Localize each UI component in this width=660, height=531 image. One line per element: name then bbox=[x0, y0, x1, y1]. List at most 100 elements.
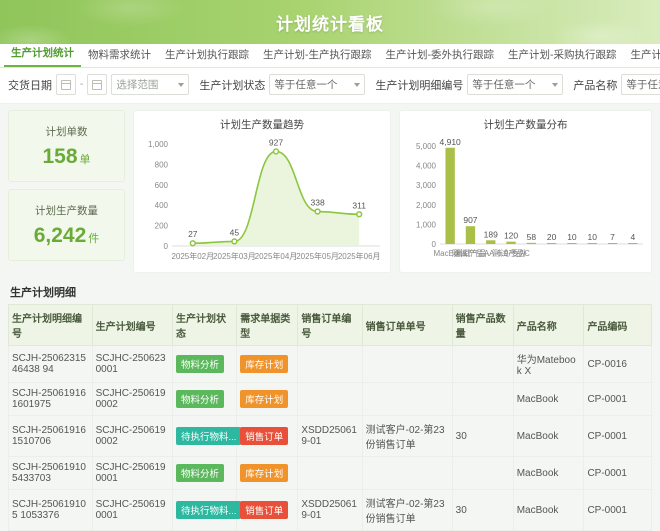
detail-table: 生产计划明细编号生产计划编号生产计划状态需求单据类型销售订单编号销售订单单号销售… bbox=[8, 304, 652, 531]
kpi-number: 6,242 bbox=[34, 224, 87, 247]
header-decoration-left bbox=[0, 0, 250, 44]
table-col-header-5: 销售订单单号 bbox=[362, 305, 452, 346]
cell-plan-no: SCJHC-2506190001 bbox=[92, 490, 172, 531]
cell-product-code: CP-0016 bbox=[584, 346, 652, 383]
tab-0[interactable]: 生产计划统计 bbox=[4, 44, 81, 67]
date-range-dash: - bbox=[80, 79, 83, 90]
cell-detail-no: SCJH-250619161510706 bbox=[9, 416, 93, 457]
cell-qty bbox=[452, 346, 513, 383]
status-select[interactable]: 等于任意一个 bbox=[269, 74, 365, 95]
bar-chart-title: 计划生产数量分布 bbox=[404, 117, 647, 132]
tab-bar[interactable]: 生产计划统计物料需求统计生产计划执行跟踪生产计划-生产执行跟踪生产计划-委外执行… bbox=[0, 44, 660, 68]
tab-1[interactable]: 物料需求统计 bbox=[81, 45, 158, 67]
status-badge: 物料分析 bbox=[176, 390, 224, 408]
cell-product-code: CP-0001 bbox=[584, 457, 652, 490]
doc-type-badge: 销售订单 bbox=[240, 501, 288, 519]
svg-text:800: 800 bbox=[155, 160, 169, 169]
cell-product-name: 华为Matebook X bbox=[513, 346, 584, 383]
tab-2[interactable]: 生产计划执行跟踪 bbox=[158, 45, 256, 67]
cell-qty bbox=[452, 457, 513, 490]
cell-so-code: 测试客户-02-第23份销售订单 bbox=[362, 416, 452, 457]
cell-so-no bbox=[298, 457, 362, 490]
cell-qty: 30 bbox=[452, 416, 513, 457]
filter-bar: 交货日期 - 选择范围 生产计划状态 等于任意一个 生产计划明细编号 等于任意一… bbox=[0, 68, 660, 104]
svg-text:10: 10 bbox=[567, 232, 577, 242]
cell-doc-type: 销售订单 bbox=[237, 490, 298, 531]
svg-text:58: 58 bbox=[527, 232, 537, 242]
tab-3[interactable]: 生产计划-生产执行跟踪 bbox=[256, 45, 379, 67]
status-badge: 待执行物料... bbox=[176, 501, 241, 519]
svg-text:2,000: 2,000 bbox=[416, 201, 437, 210]
status-badge: 物料分析 bbox=[176, 355, 224, 373]
table-col-header-6: 销售产品数量 bbox=[452, 305, 513, 346]
cell-status: 待执行物料... bbox=[172, 490, 236, 531]
cell-so-no: XSDD250619-01 bbox=[298, 416, 362, 457]
tab-6[interactable]: 生产计划用料统计 bbox=[624, 45, 660, 67]
cell-plan-no: SCJHC-2506230001 bbox=[92, 346, 172, 383]
filter-label-delivery-date: 交货日期 bbox=[8, 77, 52, 93]
svg-text:2025年02月: 2025年02月 bbox=[171, 251, 214, 261]
status-badge: 物料分析 bbox=[176, 464, 224, 482]
cell-doc-type: 库存计划 bbox=[237, 346, 298, 383]
filter-label-product-name: 产品名称 bbox=[573, 77, 617, 93]
detail-table-section: 生产计划明细 生产计划明细编号生产计划编号生产计划状态需求单据类型销售订单编号销… bbox=[8, 281, 652, 531]
cell-doc-type: 库存计划 bbox=[237, 457, 298, 490]
svg-text:45: 45 bbox=[230, 227, 240, 237]
cell-detail-no: SCJH-250619161601975 bbox=[9, 383, 93, 416]
table-col-header-7: 产品名称 bbox=[513, 305, 584, 346]
svg-text:311: 311 bbox=[352, 200, 366, 210]
cell-so-no bbox=[298, 346, 362, 383]
svg-text:7: 7 bbox=[610, 232, 615, 242]
cell-status: 待执行物料... bbox=[172, 416, 236, 457]
doc-type-badge: 销售订单 bbox=[240, 427, 288, 445]
cell-plan-no: SCJHC-2506190002 bbox=[92, 383, 172, 416]
tab-5[interactable]: 生产计划-采购执行跟踪 bbox=[501, 45, 624, 67]
cell-product-name: MacBook bbox=[513, 457, 584, 490]
cell-product-code: CP-0001 bbox=[584, 383, 652, 416]
date-from-input[interactable] bbox=[56, 74, 76, 95]
detail-no-select[interactable]: 等于任意一个 bbox=[467, 74, 563, 95]
svg-text:338: 338 bbox=[311, 198, 325, 208]
product-name-select[interactable]: 等于任意一个 bbox=[621, 74, 660, 95]
svg-text:4,000: 4,000 bbox=[416, 162, 437, 171]
range-select[interactable]: 选择范围 bbox=[111, 74, 189, 95]
table-col-header-0: 生产计划明细编号 bbox=[9, 305, 93, 346]
cell-so-code bbox=[362, 457, 452, 490]
line-chart-title: 计划生产数量趋势 bbox=[138, 117, 386, 132]
cell-status: 物料分析 bbox=[172, 457, 236, 490]
chevron-down-icon bbox=[178, 83, 184, 87]
svg-text:20: 20 bbox=[547, 232, 557, 242]
detail-table-title: 生产计划明细 bbox=[8, 281, 652, 304]
date-to-input[interactable] bbox=[87, 74, 107, 95]
cell-product-name: MacBook bbox=[513, 383, 584, 416]
cell-product-code: CP-0001 bbox=[584, 490, 652, 531]
table-col-header-4: 销售订单编号 bbox=[298, 305, 362, 346]
kpi-unit: 单 bbox=[80, 154, 91, 166]
line-chart: 02004006008001,000272025年02月452025年03月92… bbox=[138, 134, 386, 270]
svg-text:1,000: 1,000 bbox=[416, 220, 437, 229]
kpi-label: 计划生产数量 bbox=[35, 203, 98, 218]
svg-text:200: 200 bbox=[155, 222, 169, 231]
svg-text:927: 927 bbox=[269, 137, 283, 147]
calendar-icon bbox=[61, 80, 71, 90]
doc-type-badge: 库存计划 bbox=[240, 390, 288, 408]
svg-text:600: 600 bbox=[155, 181, 169, 190]
svg-text:2025年05月: 2025年05月 bbox=[296, 251, 339, 261]
chevron-down-icon bbox=[552, 83, 558, 87]
cell-product-name: MacBook bbox=[513, 416, 584, 457]
tab-4[interactable]: 生产计划-委外执行跟踪 bbox=[379, 45, 502, 67]
cell-status: 物料分析 bbox=[172, 383, 236, 416]
cell-plan-no: SCJHC-2506190002 bbox=[92, 416, 172, 457]
cell-doc-type: 库存计划 bbox=[237, 383, 298, 416]
status-select-value: 等于任意一个 bbox=[274, 77, 337, 92]
svg-text:测试产品C: 测试产品C bbox=[492, 248, 530, 258]
